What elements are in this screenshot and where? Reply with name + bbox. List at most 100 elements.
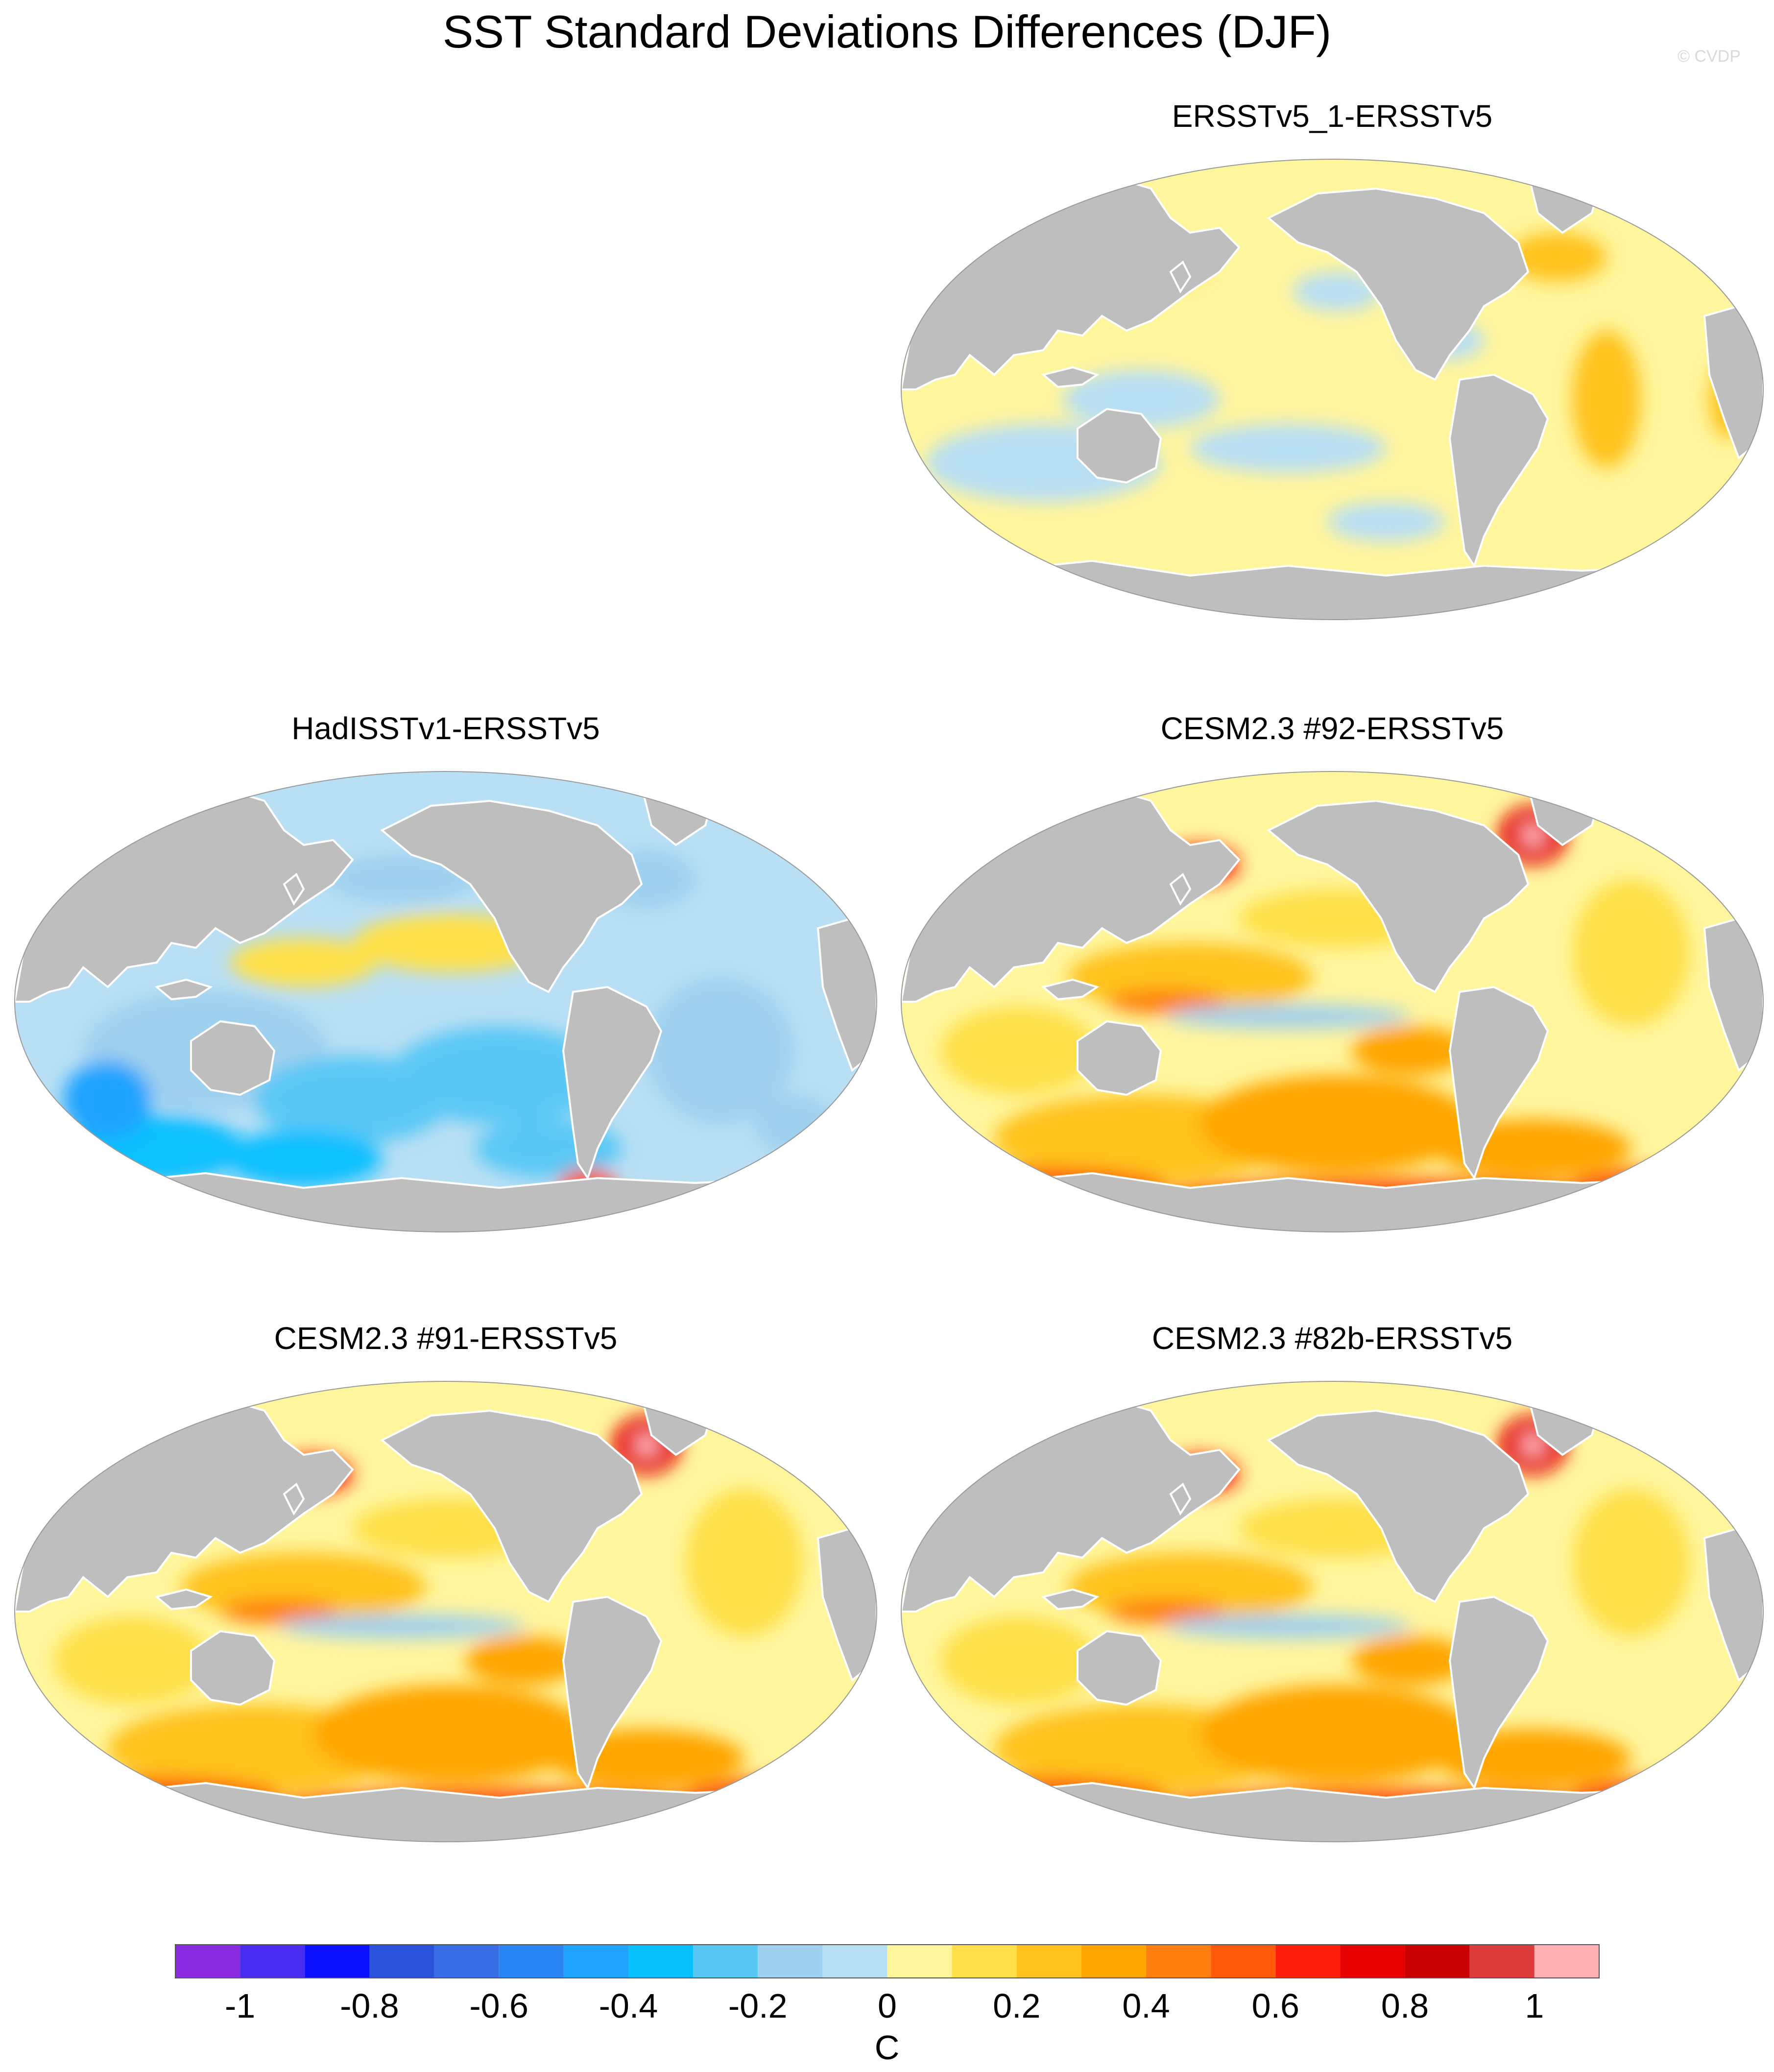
- australia-land: [190, 1630, 276, 1706]
- colorbar-tick-label: 0.8: [1381, 1987, 1429, 2025]
- indonesia-land: [154, 1588, 213, 1611]
- colorbar-swatch: [1405, 1945, 1470, 1978]
- anomaly-region: [1200, 1685, 1474, 1783]
- north-america-land: [1267, 187, 1530, 381]
- colorbar-swatch: [1081, 1945, 1147, 1978]
- map-border: [14, 771, 877, 1232]
- map-panel-2: HadISSTv1-ERSSTv5: [10, 713, 882, 1252]
- map-panel-4: CESM2.3 #91-ERSSTv5: [10, 1323, 882, 1861]
- anomaly-region: [1200, 1075, 1474, 1173]
- anomaly-region: [1166, 1614, 1411, 1638]
- anomaly-region: [1352, 1026, 1469, 1075]
- south-america-land: [1448, 1595, 1549, 1790]
- colorbar-swatch: [563, 1945, 628, 1978]
- japan-land: [1169, 1482, 1192, 1516]
- north-america-land: [380, 799, 643, 993]
- anomaly-region: [1327, 502, 1445, 541]
- anomaly-region: [1521, 823, 1545, 847]
- colorbar-tick-label: -0.6: [469, 1987, 528, 2025]
- anomaly-region: [940, 1007, 1097, 1095]
- panel-title: HadISSTv1-ERSSTv5: [291, 711, 600, 746]
- colorbar-swatch: [434, 1945, 499, 1978]
- anomaly-region: [392, 1026, 607, 1124]
- anomaly-region: [220, 1599, 338, 1624]
- anomaly-region: [1567, 1778, 1744, 1817]
- map-border: [901, 1381, 1764, 1842]
- south-america-land: [562, 1595, 663, 1790]
- colorbar-swatch: [887, 1945, 952, 1978]
- colorbar-swatch: [952, 1945, 1017, 1978]
- colorbar-tick-label: 0.6: [1251, 1987, 1299, 2025]
- world-map: [901, 771, 1764, 1232]
- colorbar-tick-label: -0.8: [340, 1987, 399, 2025]
- world-map: [901, 159, 1764, 620]
- north-america-land: [1267, 1409, 1530, 1603]
- colorbar-ticks: -1 -0.8 -0.6 -0.4 -0.2 0 0.2 0.4 0.6 0.8 1: [0, 1986, 1774, 2025]
- map-border: [901, 159, 1764, 620]
- colorbar-swatch: [1340, 1945, 1405, 1978]
- anomaly-region: [1572, 1489, 1690, 1636]
- world-map: [14, 771, 877, 1232]
- colorbar-swatch: [175, 1945, 240, 1978]
- japan-land: [1169, 872, 1192, 906]
- anomaly-region: [1509, 233, 1606, 282]
- south-america-land: [1448, 373, 1549, 568]
- colorbar-swatch: [1469, 1945, 1534, 1978]
- japan-land: [283, 872, 305, 906]
- anomaly-region: [634, 1433, 659, 1457]
- indonesia-land: [1041, 978, 1100, 1001]
- colorbar-swatch: [305, 1945, 370, 1978]
- colorbar-swatch: [1146, 1945, 1211, 1978]
- anomaly-region: [681, 1778, 857, 1817]
- south-america-land: [562, 986, 663, 1181]
- anomaly-region: [1572, 879, 1690, 1026]
- colorbar-swatch: [1016, 1945, 1081, 1978]
- colorbar-tick-label: -0.2: [728, 1987, 788, 2025]
- australia-land: [1077, 1020, 1162, 1096]
- colorbar-tick-label: 0.2: [993, 1987, 1041, 2025]
- colorbar-tick-label: 0: [878, 1987, 897, 2025]
- colorbar-swatch: [693, 1945, 758, 1978]
- world-map: [901, 1381, 1764, 1842]
- indonesia-land: [1041, 1588, 1100, 1611]
- world-map: [14, 1381, 877, 1842]
- colorbar-swatch: [1534, 1945, 1599, 1978]
- north-america-land: [380, 1409, 643, 1603]
- australia-land: [1077, 1630, 1162, 1706]
- anomaly-region: [313, 1685, 588, 1783]
- anomaly-region: [1521, 1433, 1545, 1457]
- colorbar-swatch: [499, 1945, 564, 1978]
- map-panel-3: CESM2.3 #92-ERSSTv5: [896, 713, 1768, 1252]
- anomaly-region: [1107, 989, 1224, 1014]
- credit-label: © CVDP: [1678, 47, 1741, 66]
- japan-land: [283, 1482, 305, 1516]
- anomaly-region: [279, 1614, 524, 1638]
- anomaly-region: [465, 1636, 583, 1685]
- anomaly-region: [54, 1616, 211, 1705]
- map-panel-5: CESM2.3 #82b-ERSSTv5: [896, 1323, 1768, 1861]
- anomaly-region: [1107, 1599, 1224, 1624]
- north-america-land: [1267, 799, 1530, 993]
- south-america-land: [1448, 986, 1549, 1181]
- anomaly-region: [328, 855, 475, 904]
- colorbar-swatch: [1275, 1945, 1341, 1978]
- indonesia-land: [154, 978, 213, 1001]
- panel-title: CESM2.3 #82b-ERSSTv5: [1151, 1321, 1513, 1356]
- colorbar-swatch: [240, 1945, 305, 1978]
- colorbar-frame: [175, 1944, 1600, 1978]
- colorbar-swatch: [822, 1945, 887, 1978]
- panel-title: ERSSTv5_1-ERSSTv5: [1172, 98, 1493, 134]
- australia-land: [190, 1020, 276, 1096]
- colorbar-tick-label: -1: [225, 1987, 256, 2025]
- anomaly-region: [230, 938, 377, 987]
- indonesia-land: [1041, 366, 1100, 388]
- anomaly-region: [1293, 272, 1381, 311]
- figure-title: SST Standard Deviations Differences (DJF…: [442, 6, 1332, 57]
- anomaly-region: [940, 1616, 1097, 1705]
- colorbar-swatch: [758, 1945, 823, 1978]
- colorbar-tick-label: 1: [1525, 1987, 1544, 2025]
- colorbar-swatch: [1211, 1945, 1276, 1978]
- anomaly-region: [1572, 331, 1641, 468]
- anomaly-region: [1567, 1168, 1744, 1207]
- anomaly-region: [225, 1129, 382, 1188]
